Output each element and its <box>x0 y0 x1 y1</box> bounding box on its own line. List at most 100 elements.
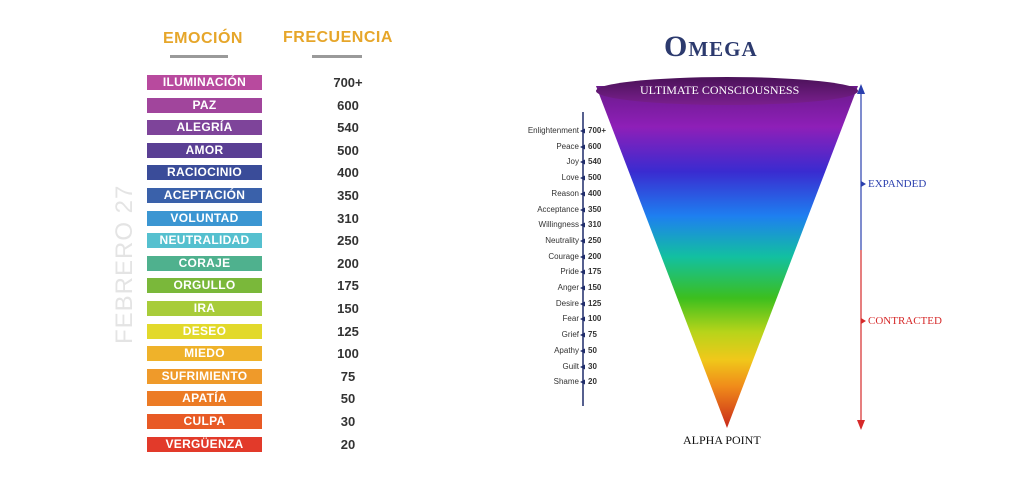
emotion-cell: ILUMINACIÓN <box>147 75 262 90</box>
scale-level-name: Guilt <box>562 362 579 371</box>
scale-tick <box>580 332 585 338</box>
contracted-marker <box>861 318 866 324</box>
scale-level-value: 700+ <box>588 126 607 135</box>
emotion-cell: CULPA <box>147 414 262 429</box>
scale-level-name: Grief <box>561 330 579 339</box>
scale-tick <box>580 316 585 322</box>
emotion-cell: VERGÜENZA <box>147 437 262 452</box>
emotion-cell: AMOR <box>147 143 262 158</box>
scale-tick <box>580 301 585 307</box>
scale-level-value: 200 <box>588 252 602 261</box>
scale-tick <box>580 159 585 165</box>
scale-level-name: Joy <box>566 157 579 166</box>
frequency-cell: 500 <box>337 143 359 158</box>
scale-tick <box>580 379 585 385</box>
omega-title: Omega <box>664 30 758 63</box>
frequency-cell: 50 <box>340 391 356 406</box>
cone-top-ellipse <box>596 77 858 105</box>
frequency-header-underline <box>312 55 362 58</box>
emotion-cell: ORGULLO <box>147 278 262 293</box>
scale-tick <box>580 269 585 275</box>
scale-level-value: 125 <box>588 299 602 308</box>
frequency-cell: 600 <box>337 98 359 113</box>
expanded-label: EXPANDED <box>868 178 927 190</box>
frequency-cell: 310 <box>337 211 359 226</box>
scale-tick <box>580 175 585 181</box>
scale-tick <box>580 191 585 197</box>
scale-level-value: 50 <box>588 346 597 355</box>
scale-level-value: 500 <box>588 173 602 182</box>
emotion-cell: DESEO <box>147 324 262 339</box>
scale-level-name: Pride <box>560 267 579 276</box>
scale-level-name: Anger <box>557 283 579 292</box>
frequency-cell: 125 <box>337 324 359 339</box>
emotion-cell: IRA <box>147 301 262 316</box>
scale-level-name: Enlightenment <box>527 126 579 135</box>
emotion-cell: SUFRIMIENTO <box>147 369 262 384</box>
frequency-header: FRECUENCIA <box>283 29 393 46</box>
emotion-cell: ALEGRÍA <box>147 120 262 135</box>
frequency-cell: 700+ <box>333 75 363 90</box>
scale-level-name: Acceptance <box>537 205 579 214</box>
emotion-cell: NEUTRALIDAD <box>147 233 262 248</box>
frequency-cell: 540 <box>337 120 359 135</box>
scale-level-value: 350 <box>588 205 602 214</box>
frequency-cell: 100 <box>337 346 359 361</box>
scale-level-value: 540 <box>588 157 602 166</box>
cone-body <box>596 86 858 428</box>
expanded-marker <box>861 181 866 187</box>
frequency-cell: 200 <box>337 256 359 271</box>
frequency-cell: 250 <box>337 233 359 248</box>
emotion-cell: MIEDO <box>147 346 262 361</box>
scale-level-name: Shame <box>553 377 579 386</box>
scale-tick <box>580 238 585 244</box>
scale-level-value: 150 <box>588 283 602 292</box>
contracted-arrowhead <box>857 420 865 430</box>
frequency-cell: 150 <box>337 301 359 316</box>
frequency-cell: 350 <box>337 188 359 203</box>
scale-level-name: Willingness <box>538 220 579 229</box>
scale-tick <box>580 144 585 150</box>
emotion-header-underline <box>170 55 228 58</box>
scale-level-name: Fear <box>562 314 579 323</box>
scale-level-value: 250 <box>588 236 602 245</box>
scale-level-name: Desire <box>555 299 579 308</box>
ultimate-consciousness-label: ULTIMATE CONSCIOUSNESS <box>640 83 800 97</box>
scale-tick <box>580 364 585 370</box>
emotion-header: EMOCIÓN <box>163 30 243 47</box>
scale-level-name: Neutrality <box>545 236 579 245</box>
scale-level-value: 30 <box>588 362 597 371</box>
scale-level-name: Courage <box>548 252 579 261</box>
scale-level-name: Love <box>561 173 579 182</box>
frequency-cell: 75 <box>340 369 356 384</box>
scale-tick <box>580 348 585 354</box>
expanded-arrowhead <box>857 84 865 94</box>
frequency-cell: 30 <box>340 414 356 429</box>
emotion-cell: CORAJE <box>147 256 262 271</box>
frequency-cell: 175 <box>337 278 359 293</box>
scale-tick <box>580 128 585 134</box>
frequency-cell: 20 <box>340 437 356 452</box>
contracted-label: CONTRACTED <box>868 315 942 327</box>
scale-tick <box>580 285 585 291</box>
scale-level-name: Peace <box>556 142 579 151</box>
emotion-cell: APATÍA <box>147 391 262 406</box>
emotion-cell: ACEPTACIÓN <box>147 188 262 203</box>
scale-tick <box>580 222 585 228</box>
emotion-cell: PAZ <box>147 98 262 113</box>
frequency-cell: 400 <box>337 165 359 180</box>
scale-ticks <box>580 128 585 385</box>
scale-level-value: 100 <box>588 314 602 323</box>
scale-level-value: 75 <box>588 330 597 339</box>
emotion-cell: RACIOCINIO <box>147 165 262 180</box>
scale-level-value: 20 <box>588 377 597 386</box>
alpha-point-label: ALPHA POINT <box>683 433 761 447</box>
scale-tick <box>580 254 585 260</box>
emotion-cell: VOLUNTAD <box>147 211 262 226</box>
scale-level-name: Apathy <box>554 346 579 355</box>
scale-level-value: 175 <box>588 267 602 276</box>
scale-level-value: 400 <box>588 189 602 198</box>
scale-level-value: 600 <box>588 142 602 151</box>
scale-level-name: Reason <box>551 189 579 198</box>
